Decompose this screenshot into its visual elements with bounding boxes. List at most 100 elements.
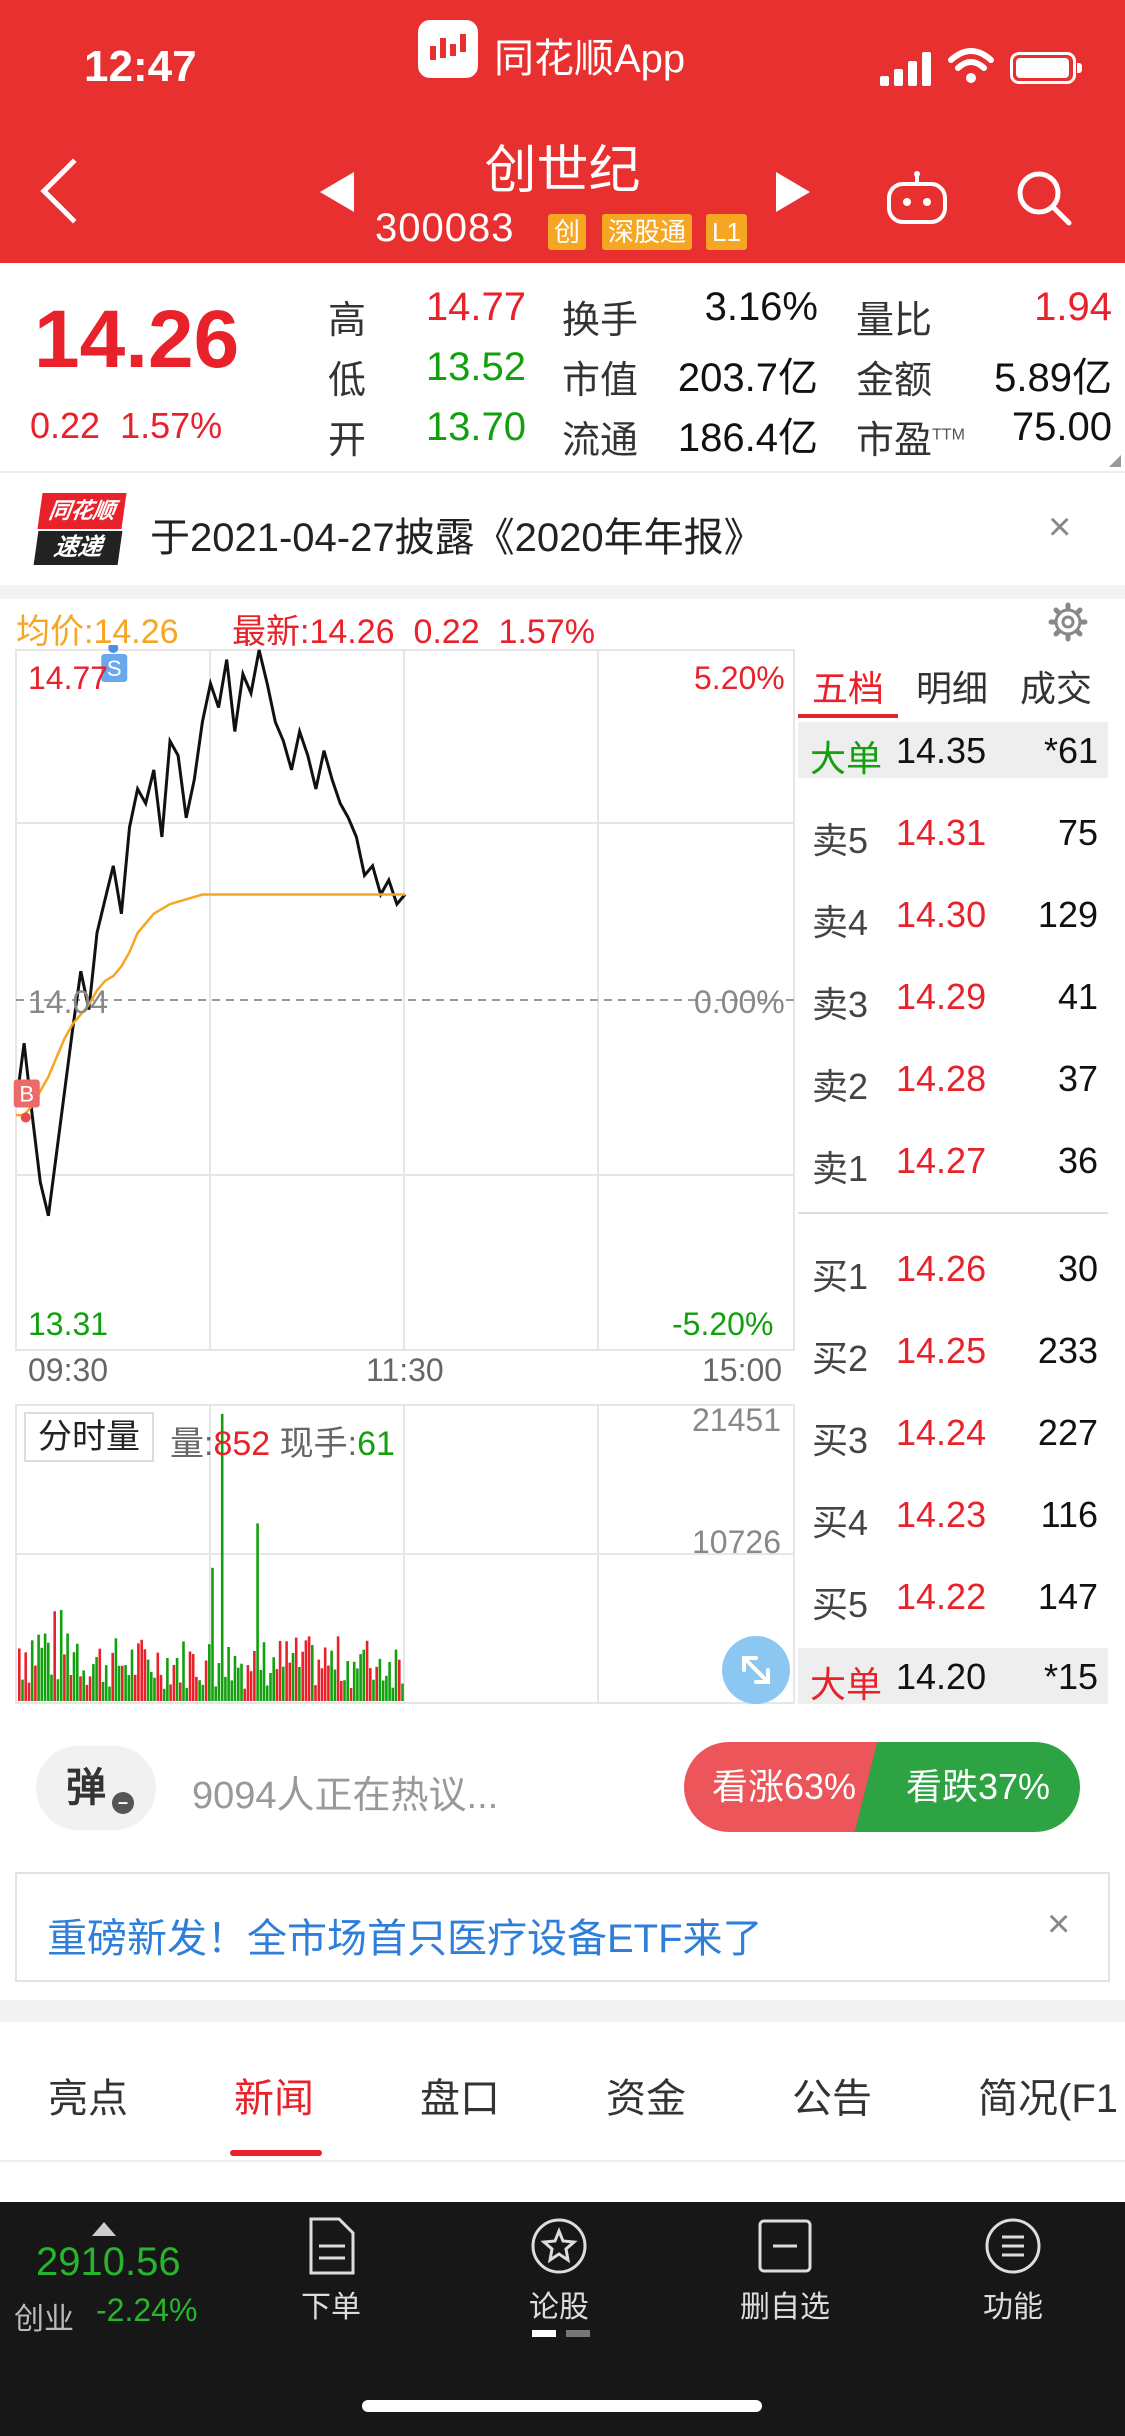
big-buy-price: 14.20 bbox=[896, 1656, 987, 1697]
volume-bar bbox=[175, 1657, 179, 1701]
tab-five-levels[interactable]: 五档 bbox=[812, 668, 885, 709]
danmu-toggle-button[interactable]: 弹 – bbox=[36, 1746, 156, 1830]
turnover-value: 3.16% bbox=[704, 285, 818, 329]
bid-row[interactable]: 买4 14.23 116 bbox=[798, 1486, 1108, 1543]
stock-name: 创世纪 bbox=[484, 142, 641, 200]
volume-bar bbox=[369, 1668, 372, 1701]
volume-bar bbox=[146, 1659, 150, 1701]
ask-row[interactable]: 卖5 14.31 75 bbox=[798, 804, 1108, 861]
danmu-label: 弹 bbox=[66, 1766, 106, 1810]
volume-bar bbox=[21, 1679, 24, 1701]
nav-discuss[interactable]: 论股 bbox=[484, 2216, 634, 2326]
bid-row[interactable]: 买2 14.25 233 bbox=[798, 1322, 1108, 1379]
tab-order-flow[interactable]: 盘口 bbox=[420, 2077, 500, 2121]
next-stock-button[interactable] bbox=[776, 172, 810, 212]
ask-row[interactable]: 卖2 14.28 37 bbox=[798, 1050, 1108, 1107]
change-amount: 0.22 bbox=[30, 405, 101, 446]
tab-trades[interactable]: 成交 bbox=[1020, 668, 1093, 709]
volume-bar bbox=[385, 1675, 388, 1701]
volume-bar bbox=[63, 1654, 66, 1701]
volume-bar bbox=[294, 1637, 298, 1701]
price-line bbox=[14, 649, 407, 1217]
tab-highlights[interactable]: 亮点 bbox=[48, 2077, 128, 2121]
expand-corner-icon[interactable] bbox=[1109, 455, 1121, 467]
volume-bar bbox=[311, 1645, 314, 1701]
low-label: 低 bbox=[328, 360, 367, 402]
bid-row[interactable]: 买3 14.24 227 bbox=[798, 1404, 1108, 1461]
big-buy-row[interactable]: 大单 14.20 *15 bbox=[798, 1648, 1108, 1705]
ask-row[interactable]: 卖1 14.27 36 bbox=[798, 1132, 1108, 1189]
volume-bar bbox=[394, 1649, 398, 1701]
ask-price: 14.27 bbox=[896, 1140, 987, 1181]
ask-vol: 75 bbox=[1057, 812, 1098, 853]
volume-bar bbox=[124, 1665, 127, 1701]
search-icon[interactable] bbox=[1014, 168, 1074, 228]
bid-vol: 147 bbox=[1037, 1576, 1098, 1617]
robot-icon[interactable] bbox=[886, 170, 948, 226]
bullish-vote-button[interactable]: 看涨63% bbox=[684, 1742, 890, 1832]
buy-marker[interactable]: B bbox=[13, 1079, 40, 1123]
tab-announcements[interactable]: 公告 bbox=[792, 2077, 872, 2121]
order-book-divider bbox=[798, 1212, 1108, 1214]
volume-bar bbox=[127, 1675, 131, 1701]
sudi-logo-top: 同花顺 bbox=[37, 493, 127, 529]
discussion-count[interactable]: 9094人正在热议... bbox=[192, 1775, 499, 1817]
volume-bar bbox=[59, 1610, 63, 1701]
high-label: 高 bbox=[328, 300, 367, 342]
volume-bar bbox=[291, 1653, 295, 1701]
tab-profile[interactable]: 简况(F1 bbox=[978, 2077, 1118, 2121]
volume-bar bbox=[217, 1663, 221, 1701]
volume-bar bbox=[66, 1633, 69, 1701]
volume-bar bbox=[372, 1679, 375, 1701]
intraday-chart[interactable]: BS bbox=[0, 645, 800, 1705]
promo-text[interactable]: 重磅新发！全市场首只医疗设备ETF来了 bbox=[47, 1917, 763, 1961]
volume-bar bbox=[243, 1688, 246, 1701]
quote-panel[interactable]: 14.26 0.22 1.57% 高 14.77 低 13.52 开 13.70… bbox=[0, 263, 1125, 473]
tab-funds[interactable]: 资金 bbox=[606, 2077, 686, 2121]
ask-row[interactable]: 卖3 14.29 41 bbox=[798, 968, 1108, 1025]
bid-row[interactable]: 买5 14.22 147 bbox=[798, 1568, 1108, 1625]
volume-bar bbox=[24, 1652, 27, 1701]
nav-discuss-label: 论股 bbox=[529, 2291, 589, 2324]
pe-value: 75.00 bbox=[1011, 405, 1112, 449]
ask-row[interactable]: 卖4 14.30 129 bbox=[798, 886, 1108, 943]
promo-banner[interactable]: 重磅新发！全市场首只医疗设备ETF来了 × bbox=[15, 1872, 1110, 1982]
tag-l1: L1 bbox=[706, 214, 747, 250]
volume-bar bbox=[166, 1658, 169, 1701]
volume-bar bbox=[188, 1651, 192, 1701]
current-price: 14.26 bbox=[34, 294, 240, 385]
big-sell-row[interactable]: 大单 14.35 *61 bbox=[798, 722, 1108, 779]
close-icon[interactable]: × bbox=[1047, 1902, 1071, 1946]
close-icon[interactable]: × bbox=[1048, 505, 1072, 549]
nav-order[interactable]: 下单 bbox=[256, 2216, 406, 2326]
bid-label: 买4 bbox=[812, 1502, 869, 1543]
news-flash-banner[interactable]: 同花顺 速递 于2021-04-27披露《2020年年报》 × bbox=[0, 475, 1125, 585]
index-change: -2.24% bbox=[96, 2292, 198, 2328]
volume-bar bbox=[265, 1685, 269, 1701]
fullscreen-button[interactable] bbox=[722, 1636, 790, 1704]
nav-remove-watchlist[interactable]: 删自选 bbox=[710, 2216, 860, 2326]
volume-bar bbox=[285, 1641, 288, 1701]
volume-bar bbox=[249, 1671, 253, 1701]
gear-icon[interactable] bbox=[1048, 602, 1088, 642]
sell-marker[interactable]: S bbox=[101, 645, 128, 682]
nav-functions[interactable]: 功能 bbox=[938, 2216, 1088, 2326]
low-value: 13.52 bbox=[425, 345, 526, 389]
prev-stock-button[interactable] bbox=[320, 172, 354, 212]
tab-details[interactable]: 明细 bbox=[916, 668, 989, 709]
volume-bar bbox=[314, 1685, 317, 1701]
volume-mode-button[interactable]: 分时量 bbox=[24, 1412, 154, 1462]
amount-label: 金额 bbox=[856, 360, 933, 402]
volume-bar bbox=[95, 1657, 98, 1701]
volume-bar bbox=[323, 1647, 327, 1701]
bearish-vote-button[interactable]: 看跌37% bbox=[884, 1742, 1080, 1832]
tab-news[interactable]: 新闻 bbox=[234, 2077, 314, 2121]
vol-max-label: 21451 bbox=[692, 1402, 781, 1438]
news-flash-text[interactable]: 于2021-04-27披露《2020年年报》 bbox=[150, 516, 764, 560]
market-cap-value: 203.7亿 bbox=[677, 356, 818, 400]
avg-price-label: 均价:14.26 bbox=[16, 613, 179, 651]
latest-change: 0.22 bbox=[413, 613, 480, 651]
vol-ratio-value: 1.94 bbox=[1034, 285, 1112, 329]
volume-bar bbox=[27, 1682, 31, 1701]
bid-row[interactable]: 买1 14.26 30 bbox=[798, 1240, 1108, 1297]
